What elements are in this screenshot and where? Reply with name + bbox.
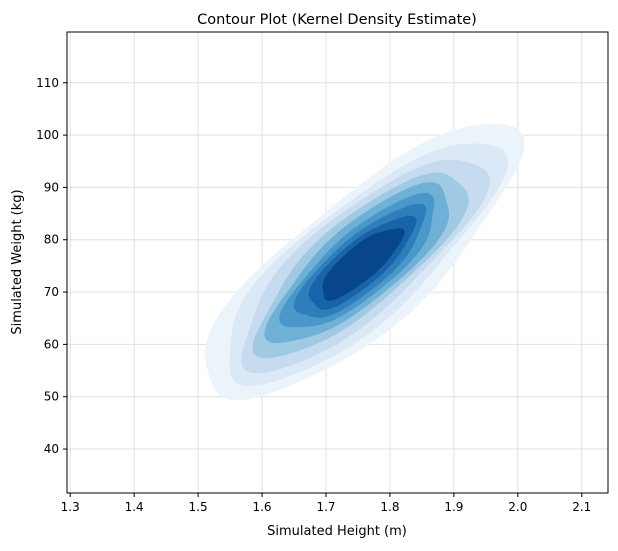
x-tick-label: 1.3	[61, 500, 80, 514]
x-tick-label: 2.0	[508, 500, 527, 514]
plot-frame	[66, 31, 609, 494]
y-tick-label: 100	[36, 128, 59, 142]
y-tick-label: 90	[44, 180, 59, 194]
x-tick-label: 1.5	[189, 500, 208, 514]
y-axis-label: Simulated Weight (kg)	[10, 189, 25, 334]
y-tick-label: 110	[36, 76, 59, 90]
y-axis: 40 50 60 70 80 90 100 110	[36, 76, 67, 456]
x-tick-label: 1.9	[444, 500, 463, 514]
x-tick-label: 1.4	[125, 500, 144, 514]
x-axis: 1.3 1.4 1.5 1.6 1.7 1.8 1.9 2.0 2.1	[61, 493, 591, 514]
y-tick-label: 60	[44, 337, 59, 351]
x-axis-label: Simulated Height (m)	[267, 524, 407, 539]
contours	[205, 124, 525, 401]
x-tick-label: 1.8	[380, 500, 399, 514]
y-tick-label: 80	[44, 233, 59, 247]
y-tick-label: 50	[44, 390, 59, 404]
x-tick-label: 2.1	[572, 500, 591, 514]
contour-level-9	[322, 228, 405, 301]
y-tick-label: 40	[44, 442, 59, 456]
y-tick-label: 70	[44, 285, 59, 299]
chart-title: Contour Plot (Kernel Density Estimate)	[197, 12, 477, 28]
x-tick-label: 1.7	[316, 500, 335, 514]
x-tick-label: 1.6	[252, 500, 271, 514]
